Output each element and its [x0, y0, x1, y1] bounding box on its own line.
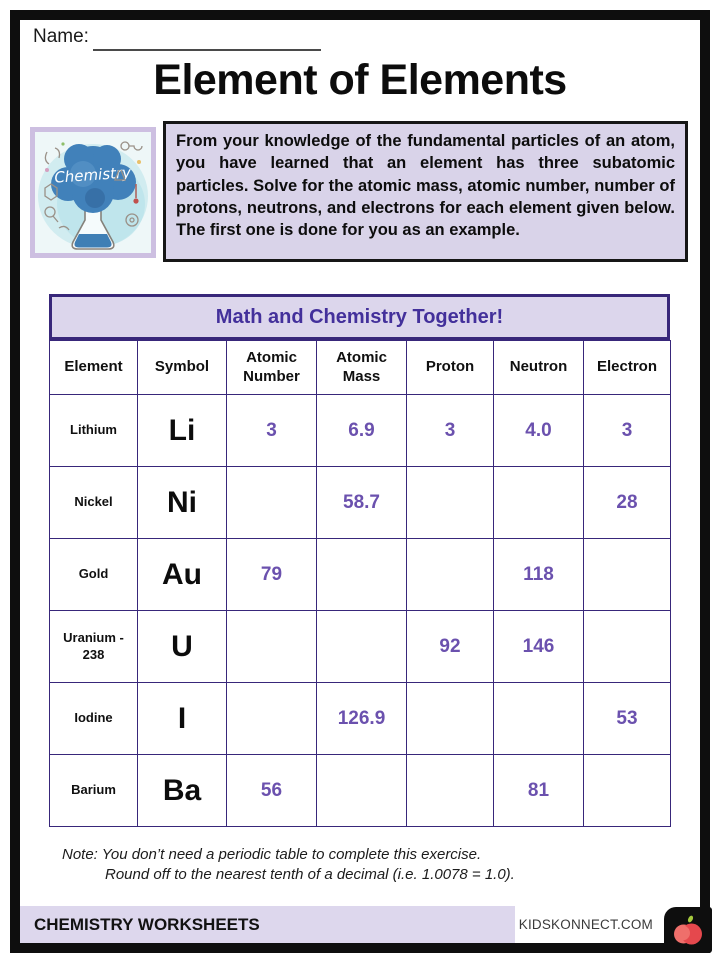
answer-atomic-number: 56 — [226, 754, 317, 827]
answer-electron[interactable] — [583, 754, 671, 827]
element-name: Nickel — [49, 466, 138, 539]
kidskonnect-logo-badge — [664, 907, 712, 953]
col-header-atomic-mass: Atomic Mass — [316, 340, 407, 395]
answer-neutron: 118 — [493, 538, 584, 611]
answer-proton: 92 — [406, 610, 494, 683]
element-name: Iodine — [49, 682, 138, 755]
table-row-iodine: Iodine I 126.9 53 — [49, 682, 671, 755]
table-row-gold: Gold Au 79 118 — [49, 538, 671, 611]
apple-icon — [674, 915, 702, 945]
elements-table: Element Symbol Atomic Number Atomic Mass… — [49, 340, 671, 827]
answer-proton[interactable] — [406, 538, 494, 611]
illustration-caption: Chemistry — [54, 163, 133, 186]
instructions-text: From your knowledge of the fundamental p… — [163, 121, 688, 262]
col-header-atomic-number: Atomic Number — [226, 340, 317, 395]
name-fill-in-line[interactable] — [93, 27, 321, 51]
answer-atomic-number[interactable] — [226, 466, 317, 539]
answer-proton[interactable] — [406, 754, 494, 827]
table-row-nickel: Nickel Ni 58.7 28 — [49, 466, 671, 539]
table-row-uranium: Uranium - 238 U 92 146 — [49, 610, 671, 683]
answer-atomic-mass[interactable] — [316, 610, 407, 683]
element-symbol: Ni — [137, 466, 227, 539]
answer-electron: 28 — [583, 466, 671, 539]
note-line-2: Round off to the nearest tenth of a deci… — [105, 866, 515, 883]
element-name: Lithium — [49, 394, 138, 467]
answer-proton: 3 — [406, 394, 494, 467]
chemistry-illustration: Chemistry — [30, 127, 156, 258]
answer-neutron: 81 — [493, 754, 584, 827]
answer-atomic-number: 79 — [226, 538, 317, 611]
answer-atomic-mass: 58.7 — [316, 466, 407, 539]
answer-neutron: 146 — [493, 610, 584, 683]
col-header-element: Element — [49, 340, 138, 395]
footer-category-bar: CHEMISTRY WORKSHEETS — [20, 906, 515, 943]
answer-atomic-number: 3 — [226, 394, 317, 467]
element-name: Gold — [49, 538, 138, 611]
col-header-electron: Electron — [583, 340, 671, 395]
chemistry-watercolor-icon: Chemistry — [35, 132, 151, 253]
answer-electron[interactable] — [583, 610, 671, 683]
page-title: Element of Elements — [153, 56, 567, 104]
element-name: Barium — [49, 754, 138, 827]
answer-atomic-mass[interactable] — [316, 754, 407, 827]
answer-proton[interactable] — [406, 682, 494, 755]
element-symbol: U — [137, 610, 227, 683]
element-symbol: Au — [137, 538, 227, 611]
answer-neutron[interactable] — [493, 466, 584, 539]
answer-electron[interactable] — [583, 538, 671, 611]
answer-neutron[interactable] — [493, 682, 584, 755]
answer-atomic-mass[interactable] — [316, 538, 407, 611]
kidskonnect-site-link[interactable]: KIDSKONNECT.COM — [518, 917, 653, 932]
page-border — [10, 10, 710, 953]
answer-neutron: 4.0 — [493, 394, 584, 467]
note-text: Note: You don’t need a periodic table to… — [62, 845, 515, 885]
element-symbol: I — [137, 682, 227, 755]
table-row-lithium: Lithium Li 3 6.9 3 4.0 3 — [49, 394, 671, 467]
name-label: Name: — [33, 26, 89, 47]
answer-proton[interactable] — [406, 466, 494, 539]
answer-electron: 3 — [583, 394, 671, 467]
table-header-row: Element Symbol Atomic Number Atomic Mass… — [49, 340, 671, 395]
answer-atomic-mass: 126.9 — [316, 682, 407, 755]
note-line-1: Note: You don’t need a periodic table to… — [62, 846, 482, 863]
element-symbol: Ba — [137, 754, 227, 827]
element-symbol: Li — [137, 394, 227, 467]
answer-atomic-mass: 6.9 — [316, 394, 407, 467]
answer-atomic-number[interactable] — [226, 682, 317, 755]
col-header-neutron: Neutron — [493, 340, 584, 395]
col-header-proton: Proton — [406, 340, 494, 395]
footer-category-label: CHEMISTRY WORKSHEETS — [34, 914, 260, 934]
table-row-barium: Barium Ba 56 81 — [49, 754, 671, 827]
col-header-symbol: Symbol — [137, 340, 227, 395]
answer-electron: 53 — [583, 682, 671, 755]
answer-atomic-number[interactable] — [226, 610, 317, 683]
table-title-banner: Math and Chemistry Together! — [49, 294, 670, 340]
element-name: Uranium - 238 — [49, 610, 138, 683]
